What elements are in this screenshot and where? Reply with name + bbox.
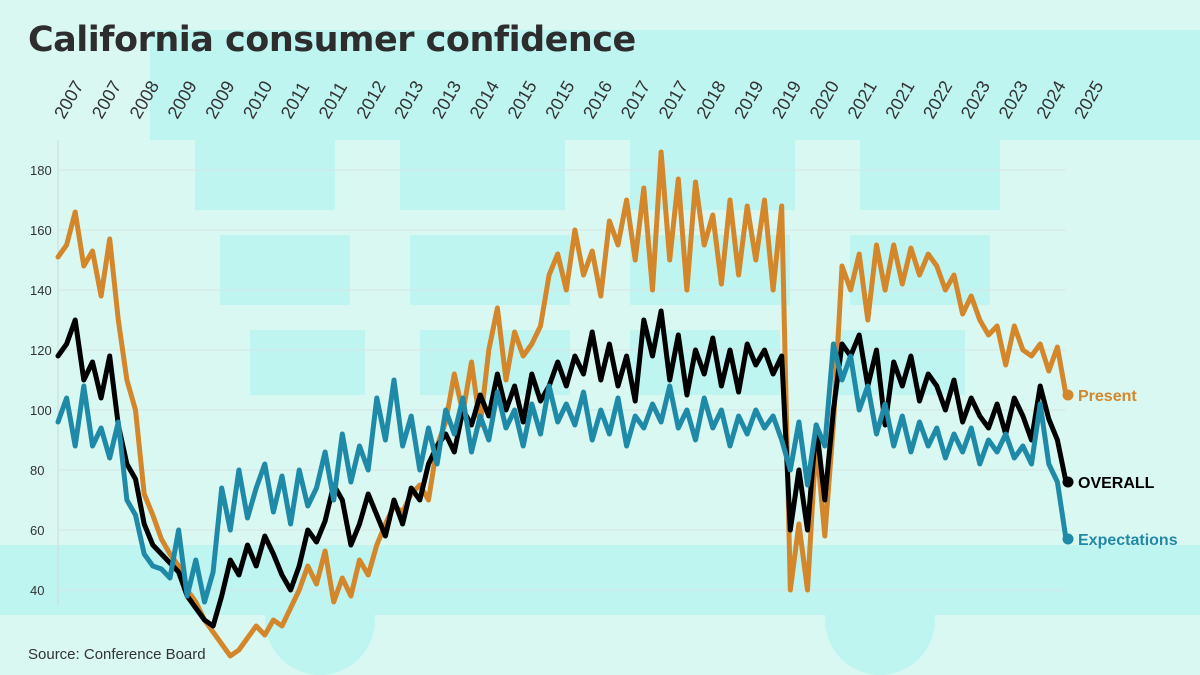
x-tick-label: 2021 (881, 77, 918, 122)
y-tick-label: 120 (30, 343, 52, 358)
x-tick-label: 2012 (352, 77, 389, 122)
series-label-expectations: Expectations (1078, 532, 1178, 549)
x-tick-label: 2008 (126, 77, 163, 122)
x-tick-label: 2025 (1070, 77, 1107, 122)
y-tick-label: 180 (30, 163, 52, 178)
series-end-dot-present (1062, 389, 1074, 401)
series-label-overall: OVERALL (1078, 475, 1155, 492)
y-tick-label: 140 (30, 283, 52, 298)
x-tick-label: 2007 (88, 77, 125, 122)
chart-title: California consumer confidence (28, 20, 636, 60)
x-tick-label: 2019 (768, 77, 805, 122)
x-tick-label: 2023 (995, 77, 1032, 122)
x-tick-label: 2016 (579, 77, 616, 122)
x-tick-label: 2019 (730, 77, 767, 122)
source-note: Source: Conference Board (28, 646, 206, 663)
series-line-present (55, 149, 1069, 659)
x-tick-label: 2015 (503, 77, 540, 122)
series-line-expectations (55, 341, 1069, 605)
series-end-dot-expectations (1062, 533, 1074, 545)
x-tick-label: 2009 (163, 77, 200, 122)
x-tick-label: 2020 (806, 77, 843, 122)
y-tick-label: 40 (30, 583, 44, 598)
x-tick-label: 2018 (692, 77, 729, 122)
x-tick-label: 2011 (315, 78, 352, 122)
x-tick-label: 2009 (201, 77, 238, 122)
y-tick-label: 60 (30, 523, 44, 538)
x-tick-label: 2010 (239, 77, 276, 122)
x-tick-label: 2007 (50, 77, 87, 122)
x-tick-label: 2022 (919, 77, 956, 122)
x-tick-label: 2017 (655, 77, 692, 122)
x-tick-label: 2021 (843, 77, 880, 122)
x-tick-label: 2013 (390, 77, 427, 122)
x-tick-label: 2023 (957, 77, 994, 122)
y-tick-label: 80 (30, 463, 44, 478)
x-tick-label: 2015 (541, 77, 578, 122)
x-tick-label: 2013 (428, 77, 465, 122)
y-tick-label: 100 (30, 403, 52, 418)
x-tick-label: 2014 (466, 77, 503, 122)
series-line-overall (55, 308, 1069, 629)
series-label-present: Present (1078, 388, 1137, 405)
x-tick-label: 2011 (277, 78, 314, 122)
x-tick-label: 2017 (617, 77, 654, 122)
series-end-dot-overall (1062, 476, 1074, 488)
x-tick-label: 2024 (1032, 77, 1069, 122)
y-tick-label: 160 (30, 223, 52, 238)
